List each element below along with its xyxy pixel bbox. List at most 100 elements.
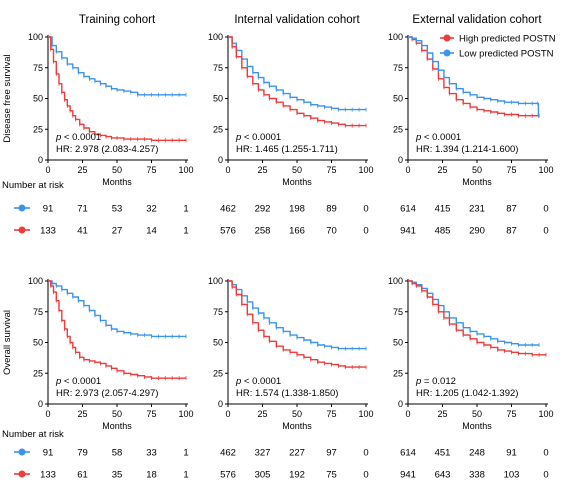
chart-5-y-tick-label: 75 [393,307,403,317]
chart-3-y-tick-label: 75 [33,307,43,317]
chart-3-x-tick-label: 50 [112,409,122,419]
chart-2-hr: HR: 1.394 (1.214-1.600) [416,144,518,155]
chart-3-risk-low-value: 33 [146,448,157,459]
chart-1-risk-low-value: 198 [289,204,305,215]
chart-1-risk-high-value: 258 [255,226,271,237]
chart-1-y-tick-label: 75 [213,63,223,73]
chart-1-x-tick-label: 100 [358,165,373,175]
chart-4-risk-low-value: 97 [326,448,337,459]
chart-1-y-tick-label: 100 [208,32,223,42]
chart-1-risk-high-value: 576 [220,226,236,237]
chart-1-risk-high-value: 166 [289,226,305,237]
chart-0-x-tick-label: 50 [112,165,122,175]
chart-5-x-tick-label: 100 [538,409,553,419]
chart-1-p-value: p < 0.0001 [235,132,281,143]
chart-3-y-tick-label: 100 [28,276,43,286]
chart-4-y-tick-label: 0 [218,399,223,409]
chart-3-x-label: Months [102,421,132,431]
chart-1-high-curve [228,36,366,127]
chart-4-y-tick-label: 50 [213,338,223,348]
chart-2-title: External validation cohort [412,14,542,26]
chart-5-risk-high-value: 643 [435,470,451,481]
chart-0-y-label: Disease free survival [2,54,13,142]
chart-4-x-tick-label: 100 [358,409,373,419]
chart-0-risk-low-value: 91 [43,204,54,215]
chart-1-hr: HR: 1.465 (1.255-1.711) [236,144,338,155]
chart-4-x-tick-label: 25 [257,409,267,419]
chart-5-risk-low-value: 91 [506,448,517,459]
chart-4-risk-high-value: 305 [255,470,271,481]
chart-5-y-tick-label: 0 [398,399,403,409]
chart-5-risk-high-value: 103 [504,470,520,481]
chart-0-low-curve [48,36,186,96]
chart-5-x-tick-label: 50 [472,409,482,419]
chart-2-risk-low-value: 87 [506,204,517,215]
chart-5-risk-low-value: 248 [469,448,485,459]
chart-3-risk-low-value: 79 [77,448,88,459]
chart-1-x-tick-label: 0 [225,165,230,175]
chart-0-x-tick-label: 100 [178,165,193,175]
chart-2-y-tick-label: 50 [393,94,403,104]
chart-4-x-tick-label: 0 [225,409,230,419]
chart-3-risk-low-value: 58 [112,448,123,459]
chart-4-hr: HR: 1.574 (1.338-1.850) [236,388,338,399]
chart-1-risk-low-value: 0 [363,204,368,215]
chart-0-x-tick-label: 25 [77,165,87,175]
chart-0-x-tick-label: 0 [45,165,50,175]
chart-3-y-tick-label: 0 [38,399,43,409]
chart-2-risk-high-value: 290 [469,226,485,237]
chart-3-risk-high-value: 133 [40,470,56,481]
chart-2-x-tick-label: 50 [472,165,482,175]
chart-2-x-label: Months [462,177,492,187]
chart-2-risk-high-value: 87 [506,226,517,237]
chart-4-risk-high-value: 75 [326,470,337,481]
chart-4-high-curve [228,280,366,368]
chart-2-x-tick-label: 0 [405,165,410,175]
chart-2-risk-low-value: 231 [469,204,485,215]
chart-0-y-tick-label: 25 [33,124,43,134]
chart-3-hr: HR: 2.973 (2.057-4.297) [56,388,158,399]
chart-4-x-tick-label: 75 [326,409,336,419]
chart-5-high-curve [408,280,546,356]
chart-0-risk-high-value: 1 [183,226,188,237]
risk-table-title-dfs: Number at risk [2,180,64,191]
chart-2-y-tick-label: 100 [388,32,403,42]
chart-2-y-tick-label: 0 [398,155,403,165]
risk-os-low-marker [18,448,26,456]
chart-2-x-tick-label: 100 [538,165,553,175]
chart-0-p-value: p < 0.0001 [55,132,101,143]
chart-3-y-label: Overall survival [2,310,13,375]
chart-1-y-tick-label: 25 [213,124,223,134]
chart-0-risk-high-value: 27 [112,226,123,237]
chart-1-risk-low-value: 462 [220,204,236,215]
chart-2-risk-low-value: 415 [435,204,451,215]
chart-2-legend-high-marker [443,34,451,42]
chart-4-risk-high-value: 192 [289,470,305,481]
chart-0-y-tick-label: 100 [28,32,43,42]
chart-3-x-tick-label: 0 [45,409,50,419]
chart-5-y-tick-label: 25 [393,368,403,378]
chart-3-p-value: p < 0.0001 [55,376,101,387]
chart-0-hr: HR: 2.978 (2.083-4.257) [56,144,158,155]
chart-0-risk-low-value: 71 [77,204,88,215]
chart-0-risk-high-value: 14 [146,226,157,237]
chart-4-risk-low-value: 0 [363,448,368,459]
chart-1-risk-low-value: 89 [326,204,337,215]
chart-0-title: Training cohort [79,14,156,26]
chart-5-risk-low-value: 0 [543,448,548,459]
chart-5-hr: HR: 1.205 (1.042-1.392) [416,388,518,399]
chart-2-risk-high-value: 941 [400,226,416,237]
chart-5-x-tick-label: 25 [437,409,447,419]
chart-4-p-value: p < 0.0001 [235,376,281,387]
chart-4-x-tick-label: 50 [292,409,302,419]
chart-4-risk-low-value: 462 [220,448,236,459]
chart-0-x-tick-label: 75 [146,165,156,175]
chart-5-p-value: p = 0.012 [415,376,456,387]
chart-4-risk-high-value: 0 [363,470,368,481]
risk-os-high-marker [18,470,26,478]
chart-0-x-label: Months [102,177,132,187]
chart-3-low-curve [48,280,186,338]
chart-2-p-value: p < 0.0001 [415,132,461,143]
risk-dfs-low-marker [18,204,26,212]
